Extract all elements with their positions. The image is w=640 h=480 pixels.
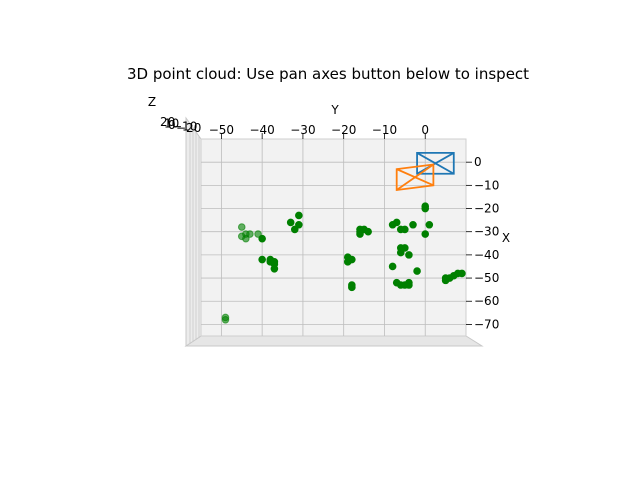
data-point — [392, 218, 401, 227]
y-axis-label: Y — [330, 103, 339, 117]
data-point — [396, 225, 405, 234]
data-point — [425, 220, 434, 229]
tick-label-x: −60 — [474, 294, 499, 308]
z-axis-label: Z — [148, 95, 156, 109]
axis-ticks: −50 −40 −30 −20 −10 00−10−20−30−40−50−60−7020… — [160, 115, 499, 331]
tick-label-z: 0 — [168, 118, 176, 132]
data-point — [258, 234, 266, 243]
tick-label-y: −50 — [209, 123, 234, 137]
data-point — [295, 220, 303, 229]
data-point — [421, 230, 430, 238]
data-point — [364, 227, 372, 236]
tick-label-y: −10 — [372, 123, 397, 137]
data-point — [405, 251, 413, 259]
data-point — [266, 258, 275, 266]
data-point — [388, 262, 397, 271]
tick-label-x: −20 — [474, 202, 499, 216]
camera-frame-diagonal — [416, 152, 455, 175]
data-point — [458, 269, 466, 278]
chart-title: 3D point cloud: Use pan axes button belo… — [127, 65, 529, 83]
data-point — [254, 230, 262, 238]
data-point — [396, 244, 405, 252]
x-axis-label: X — [502, 231, 510, 245]
tick-label-z: 20 — [160, 115, 175, 129]
data-point — [356, 227, 364, 236]
tick-label-z: −10 — [172, 120, 197, 134]
data-point — [421, 202, 430, 211]
tick-label-x: −40 — [474, 248, 499, 262]
data-point — [409, 220, 417, 229]
tick-label-y: 0 — [421, 123, 429, 137]
tick-label-x: −70 — [474, 317, 499, 331]
tick-label-y: −20 — [331, 123, 356, 137]
tick-label-x: 0 — [474, 155, 482, 169]
data-point — [270, 264, 279, 273]
tick-label-x: −30 — [474, 225, 499, 239]
data-point — [286, 218, 295, 227]
camera-frame-diagonal — [396, 168, 434, 187]
data-point — [295, 211, 303, 220]
data-point — [237, 223, 246, 231]
point-cloud — [221, 202, 466, 324]
data-point — [290, 225, 299, 234]
tick-label-z: −20 — [176, 121, 201, 135]
tick-label-z: 10 — [164, 117, 179, 131]
bottom-pane — [184, 335, 484, 347]
data-point — [258, 255, 266, 264]
data-point — [348, 281, 356, 289]
data-point — [221, 315, 230, 324]
tick-label-x: −50 — [474, 271, 499, 285]
data-point — [242, 230, 250, 238]
data-point — [348, 255, 356, 264]
camera-frames — [395, 152, 455, 192]
data-point — [413, 267, 421, 275]
tick-label-y: −40 — [249, 123, 274, 137]
tick-label-x: −10 — [474, 178, 499, 192]
tick-label-y: −30 — [290, 123, 315, 137]
data-point — [405, 278, 413, 287]
